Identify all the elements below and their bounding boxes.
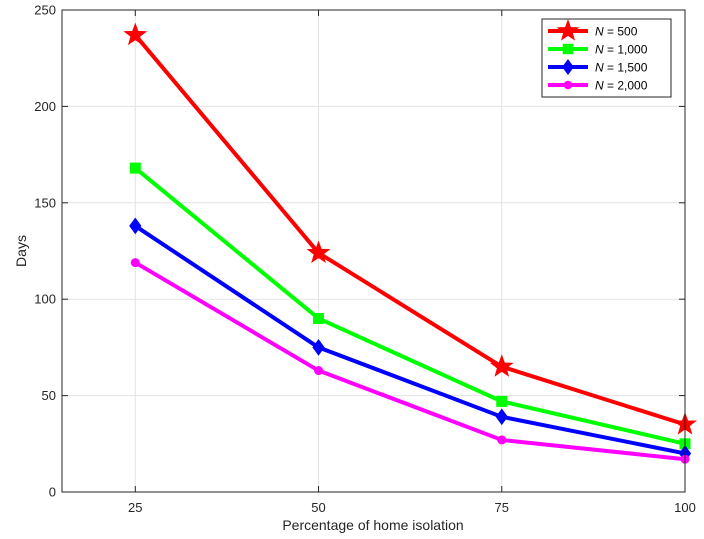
legend-marker-icon	[556, 19, 580, 41]
legend-label: N = 500	[595, 25, 638, 39]
series-line	[134, 260, 686, 462]
legend-label: N = 2,000	[595, 79, 648, 93]
y-tick-label: 0	[49, 485, 56, 500]
y-tick-label: 200	[34, 99, 56, 114]
legend-item: N = 500	[548, 19, 638, 41]
legend-label-var: N	[595, 61, 604, 75]
series-line	[133, 33, 686, 427]
series-line	[134, 224, 686, 456]
legend-label-var: N	[595, 79, 604, 93]
series-3	[129, 217, 692, 462]
y-tick-label: 100	[34, 292, 56, 307]
legend-label-var: N	[595, 25, 604, 39]
x-tick-label: 25	[128, 500, 142, 515]
data-point	[497, 435, 507, 445]
y-tick-label: 250	[34, 3, 56, 18]
series-line	[134, 166, 686, 446]
legend-marker-icon	[563, 80, 573, 90]
x-tick-label: 50	[311, 500, 325, 515]
data-point	[314, 366, 324, 376]
data-point	[496, 395, 508, 407]
y-tick-label: 50	[42, 388, 56, 403]
plot-frame	[61, 9, 686, 493]
data-point	[489, 354, 514, 377]
x-tick-label: 100	[674, 500, 696, 515]
legend-label-var: N	[595, 43, 604, 57]
x-axis-label: Percentage of home isolation	[282, 517, 463, 533]
series-layer	[123, 22, 697, 464]
legend-label-value: = 1,000	[604, 43, 648, 57]
legend-label-value: = 500	[604, 25, 638, 39]
data-point	[306, 240, 331, 264]
series-4	[130, 258, 690, 464]
y-axis-label: Days	[13, 235, 29, 267]
legend-label-value: = 2,000	[604, 79, 648, 93]
data-point	[130, 258, 140, 268]
data-point	[495, 408, 508, 426]
legend-item: N = 1,500	[548, 59, 648, 75]
legend-label-value: = 1,500	[604, 61, 648, 75]
legend-marker-icon	[562, 43, 574, 55]
legend-label: N = 1,000	[595, 43, 648, 57]
legend-item: N = 1,000	[548, 43, 648, 57]
data-point	[313, 312, 325, 324]
y-tick-label: 150	[34, 195, 56, 210]
x-tick-label: 75	[495, 500, 509, 515]
data-point	[312, 339, 325, 356]
legend-marker-icon	[562, 59, 574, 75]
data-point	[123, 22, 148, 46]
data-point	[129, 162, 141, 174]
legend-label: N = 1,500	[595, 61, 648, 75]
ticks: 25 50 75 100 0 50 100 150 200 250	[34, 3, 696, 516]
legend-item: N = 2,000	[548, 79, 648, 93]
data-point	[129, 217, 142, 235]
